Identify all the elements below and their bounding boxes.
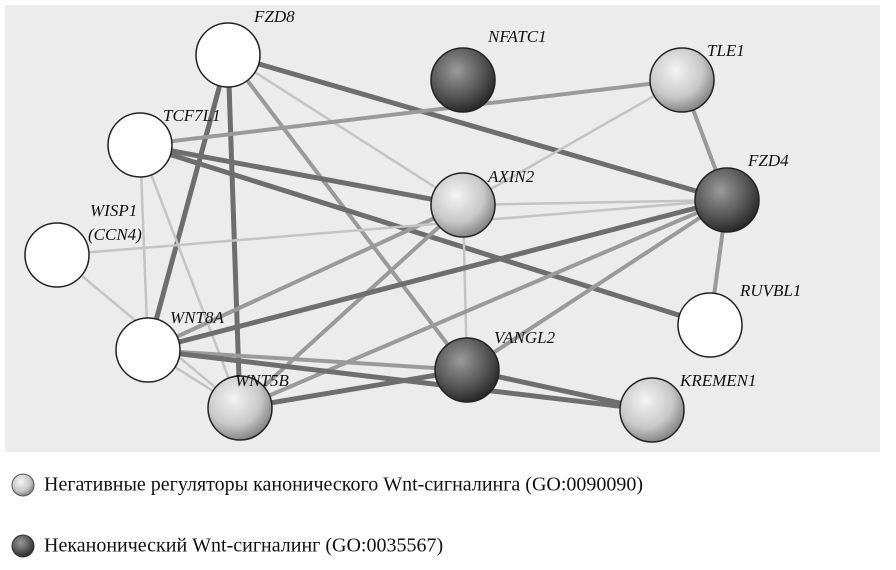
- node[interactable]: [116, 318, 180, 382]
- node[interactable]: [431, 48, 495, 112]
- legend: Негативные регуляторы канонического Wnt-…: [12, 474, 643, 557]
- node-label: AXIN2: [487, 167, 535, 186]
- legend-icon: [12, 474, 34, 496]
- node-label: FZD4: [747, 151, 789, 170]
- page: FZD8 NFATC1 TLE1 TCF7L1 AXIN2 FZD4 WISP1…: [0, 0, 896, 570]
- node-label: KREMEN1: [679, 371, 757, 390]
- node[interactable]: [620, 378, 684, 442]
- legend-text: Неканонический Wnt-сигналинг (GO:0035567…: [44, 535, 443, 557]
- node[interactable]: [650, 48, 714, 112]
- node[interactable]: [435, 338, 499, 402]
- node-label: TLE1: [707, 41, 745, 60]
- node-label: WNT5B: [235, 371, 289, 390]
- legend-text: Негативные регуляторы канонического Wnt-…: [44, 474, 643, 496]
- node-label: RUVBL1: [739, 281, 801, 300]
- node-alias: (CCN4): [88, 225, 142, 244]
- node[interactable]: [196, 23, 260, 87]
- node[interactable]: [678, 293, 742, 357]
- node-label: TCF7L1: [163, 106, 221, 125]
- legend-icon: [12, 535, 34, 557]
- node-label: VANGL2: [494, 328, 556, 347]
- node-label: NFATC1: [487, 27, 547, 46]
- node[interactable]: [431, 173, 495, 237]
- node-label: WISP1: [90, 201, 137, 220]
- node-label: FZD8: [253, 7, 295, 26]
- node[interactable]: [695, 168, 759, 232]
- node[interactable]: [25, 223, 89, 287]
- node-label: WNT8A: [170, 308, 224, 327]
